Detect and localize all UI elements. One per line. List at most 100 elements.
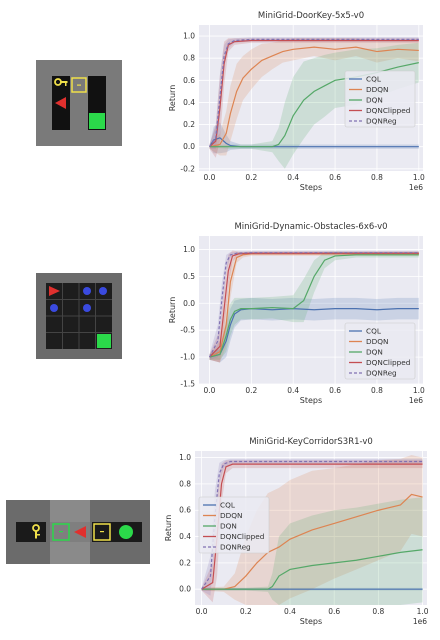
legend-label: CQL: [366, 327, 382, 336]
y-tick-label: -1.0: [180, 353, 195, 362]
legend-label: CQL: [220, 501, 236, 510]
y-tick-label: 1.0: [183, 32, 195, 41]
series-band-dqn: [201, 497, 423, 605]
door-icon: [71, 77, 87, 93]
goal-square-icon: [89, 113, 105, 129]
y-tick-label: 0.0: [179, 585, 191, 594]
legend-label: DQNReg: [220, 543, 251, 552]
x-tick-label: 0.4: [284, 607, 296, 616]
legend-label: DQNClipped: [366, 358, 410, 367]
y-tick-label: -1.5: [180, 380, 195, 389]
x-tick-label: 0.2: [245, 173, 257, 182]
x-tick-label: 0.6: [329, 173, 341, 182]
chart-title: MiniGrid-Dynamic-Obstacles-6x6-v0: [234, 222, 387, 232]
legend-label: DQNReg: [366, 117, 397, 126]
chart-title: MiniGrid-KeyCorridorS3R1-v0: [249, 437, 373, 447]
door-icon: [93, 523, 111, 541]
legend-label: DDQN: [366, 85, 388, 94]
x-tick-label: 0.0: [196, 607, 208, 616]
x-scale-label: 1e6: [413, 617, 427, 626]
series-line-dqnclipped: [209, 39, 419, 148]
chart-3: 0.0 0.2 0.4 0.6 0.8 1.0 0.0 0.2 0.4 0.6 0.8 1.0 Mini…: [164, 437, 429, 626]
y-tick-label: 0.6: [179, 506, 191, 515]
y-tick-label: 0.0: [183, 142, 195, 151]
y-axis-label: Return: [168, 297, 177, 324]
series-band-cql: [209, 122, 419, 154]
x-axis-label: Steps: [300, 396, 322, 405]
legend-label: DQNClipped: [366, 106, 410, 115]
x-scale-label: 1e6: [409, 396, 423, 405]
locked-door-icon: [52, 523, 70, 541]
y-tick-label: 0.8: [183, 54, 195, 63]
legend-label: DQN: [366, 96, 383, 105]
y-tick-label: 0.6: [183, 76, 195, 85]
chart-1: 0.0 0.2 0.4 0.6 0.8 1.0 -0.2 0.0 0.2 0.4 0.6 0.8 1.0…: [168, 11, 425, 192]
x-tick-label: 0.8: [372, 607, 384, 616]
legend-box: [344, 70, 416, 128]
x-axis-label: Steps: [300, 617, 322, 626]
series-band-ddqn: [209, 38, 419, 156]
x-scale-label: 1e6: [409, 183, 423, 192]
y-tick-label: 0.2: [179, 558, 191, 567]
y-tick-label: 0.2: [183, 120, 195, 129]
legend-box: [198, 496, 270, 554]
y-tick-label: 1.0: [179, 453, 191, 462]
legend-label: DDQN: [220, 511, 242, 520]
chart-2: 0.0 0.2 0.4 0.6 0.8 1.0 -1.5 -1.0 -0.5 0.0 0.5 1.0 M…: [168, 222, 425, 405]
y-axis-label: Return: [164, 515, 173, 542]
series-line-ddqn: [201, 493, 423, 590]
x-tick-label: 0.0: [203, 173, 215, 182]
y-tick-label: 0.4: [179, 532, 191, 541]
series-line-dqn: [209, 254, 419, 358]
obstacle-ball-icon: [50, 304, 58, 312]
series-line-ddqn: [209, 46, 419, 148]
obstacle-ball-icon: [83, 287, 91, 295]
x-axis-label: Steps: [300, 183, 322, 192]
doorkey-environment-image: [36, 60, 122, 146]
legend-label: DQNReg: [366, 369, 397, 378]
x-tick-label: 0.6: [328, 607, 340, 616]
series-band-cql: [209, 297, 419, 363]
x-tick-label: 1.0: [417, 607, 429, 616]
y-tick-label: 0.0: [183, 299, 195, 308]
y-tick-label: 0.5: [183, 272, 195, 281]
goal-square-icon: [97, 334, 111, 348]
y-tick-label: 0.8: [179, 479, 191, 488]
key-icon: [54, 78, 68, 86]
legend-label: DQN: [220, 522, 237, 531]
legend-box: [344, 322, 416, 380]
agent-triangle-icon: [55, 97, 66, 109]
legend-label: DDQN: [366, 337, 388, 346]
legend-label: DQNClipped: [220, 532, 264, 541]
x-tick-label: 0.4: [287, 173, 299, 182]
x-tick-label: 0.8: [371, 386, 383, 395]
y-tick-label: -0.5: [180, 326, 195, 335]
agent-triangle-icon: [49, 286, 60, 296]
series-line-dqnreg: [208, 252, 419, 358]
key-corridor-environment-image: [6, 500, 150, 564]
x-tick-label: 0.2: [245, 386, 257, 395]
x-tick-label: 0.4: [287, 386, 299, 395]
x-tick-label: 0.8: [371, 173, 383, 182]
y-axis-label: Return: [168, 85, 177, 112]
series-line-dqnreg: [208, 38, 419, 148]
y-tick-label: -0.2: [180, 164, 195, 173]
x-tick-label: 0.6: [329, 386, 341, 395]
obstacle-ball-icon: [99, 287, 107, 295]
x-tick-label: 1.0: [413, 173, 425, 182]
series-line-dqnclipped: [209, 252, 419, 358]
dynamic-obstacles-environment-image: [36, 273, 122, 359]
series-line-cql: [209, 308, 419, 358]
legend-label: DQN: [366, 348, 383, 357]
chart-title: MiniGrid-DoorKey-5x5-v0: [258, 11, 364, 21]
key-icon: [32, 524, 40, 539]
series-band-dqn: [209, 251, 419, 360]
agent-triangle-icon: [74, 526, 86, 538]
series-line-dqn: [201, 549, 423, 590]
obstacle-ball-icon: [83, 304, 91, 312]
x-tick-label: 0.0: [203, 386, 215, 395]
